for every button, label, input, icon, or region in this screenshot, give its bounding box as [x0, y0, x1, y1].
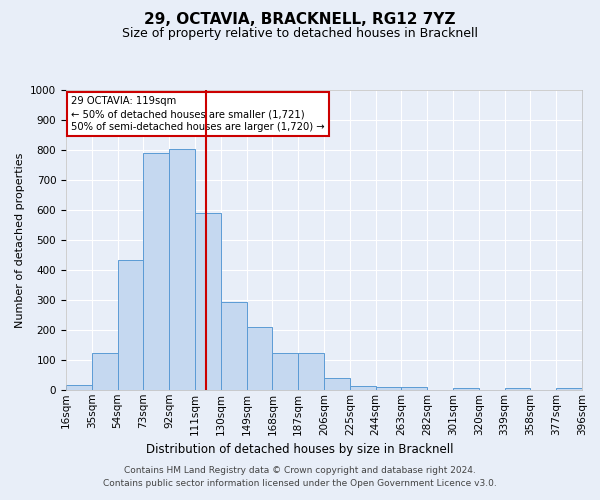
Bar — [169, 148, 195, 390]
Bar — [118, 260, 143, 390]
Bar — [401, 387, 427, 390]
Text: Size of property relative to detached houses in Bracknell: Size of property relative to detached ho… — [122, 28, 478, 40]
Y-axis label: Number of detached properties: Number of detached properties — [14, 152, 25, 328]
Text: Distribution of detached houses by size in Bracknell: Distribution of detached houses by size … — [146, 442, 454, 456]
Bar — [453, 388, 479, 390]
Bar — [143, 153, 169, 390]
Bar — [221, 302, 247, 390]
Text: 29, OCTAVIA, BRACKNELL, RG12 7YZ: 29, OCTAVIA, BRACKNELL, RG12 7YZ — [144, 12, 456, 28]
Bar — [92, 354, 118, 390]
Bar — [247, 326, 272, 390]
Bar — [324, 378, 350, 390]
Bar — [66, 384, 92, 390]
Bar — [556, 388, 582, 390]
Bar — [376, 387, 401, 390]
Text: Contains HM Land Registry data © Crown copyright and database right 2024.
Contai: Contains HM Land Registry data © Crown c… — [103, 466, 497, 487]
Bar — [350, 386, 376, 390]
Text: 29 OCTAVIA: 119sqm
← 50% of detached houses are smaller (1,721)
50% of semi-deta: 29 OCTAVIA: 119sqm ← 50% of detached hou… — [71, 96, 325, 132]
Bar — [272, 352, 298, 390]
Bar — [195, 213, 221, 390]
Bar — [298, 352, 324, 390]
Bar — [505, 388, 530, 390]
